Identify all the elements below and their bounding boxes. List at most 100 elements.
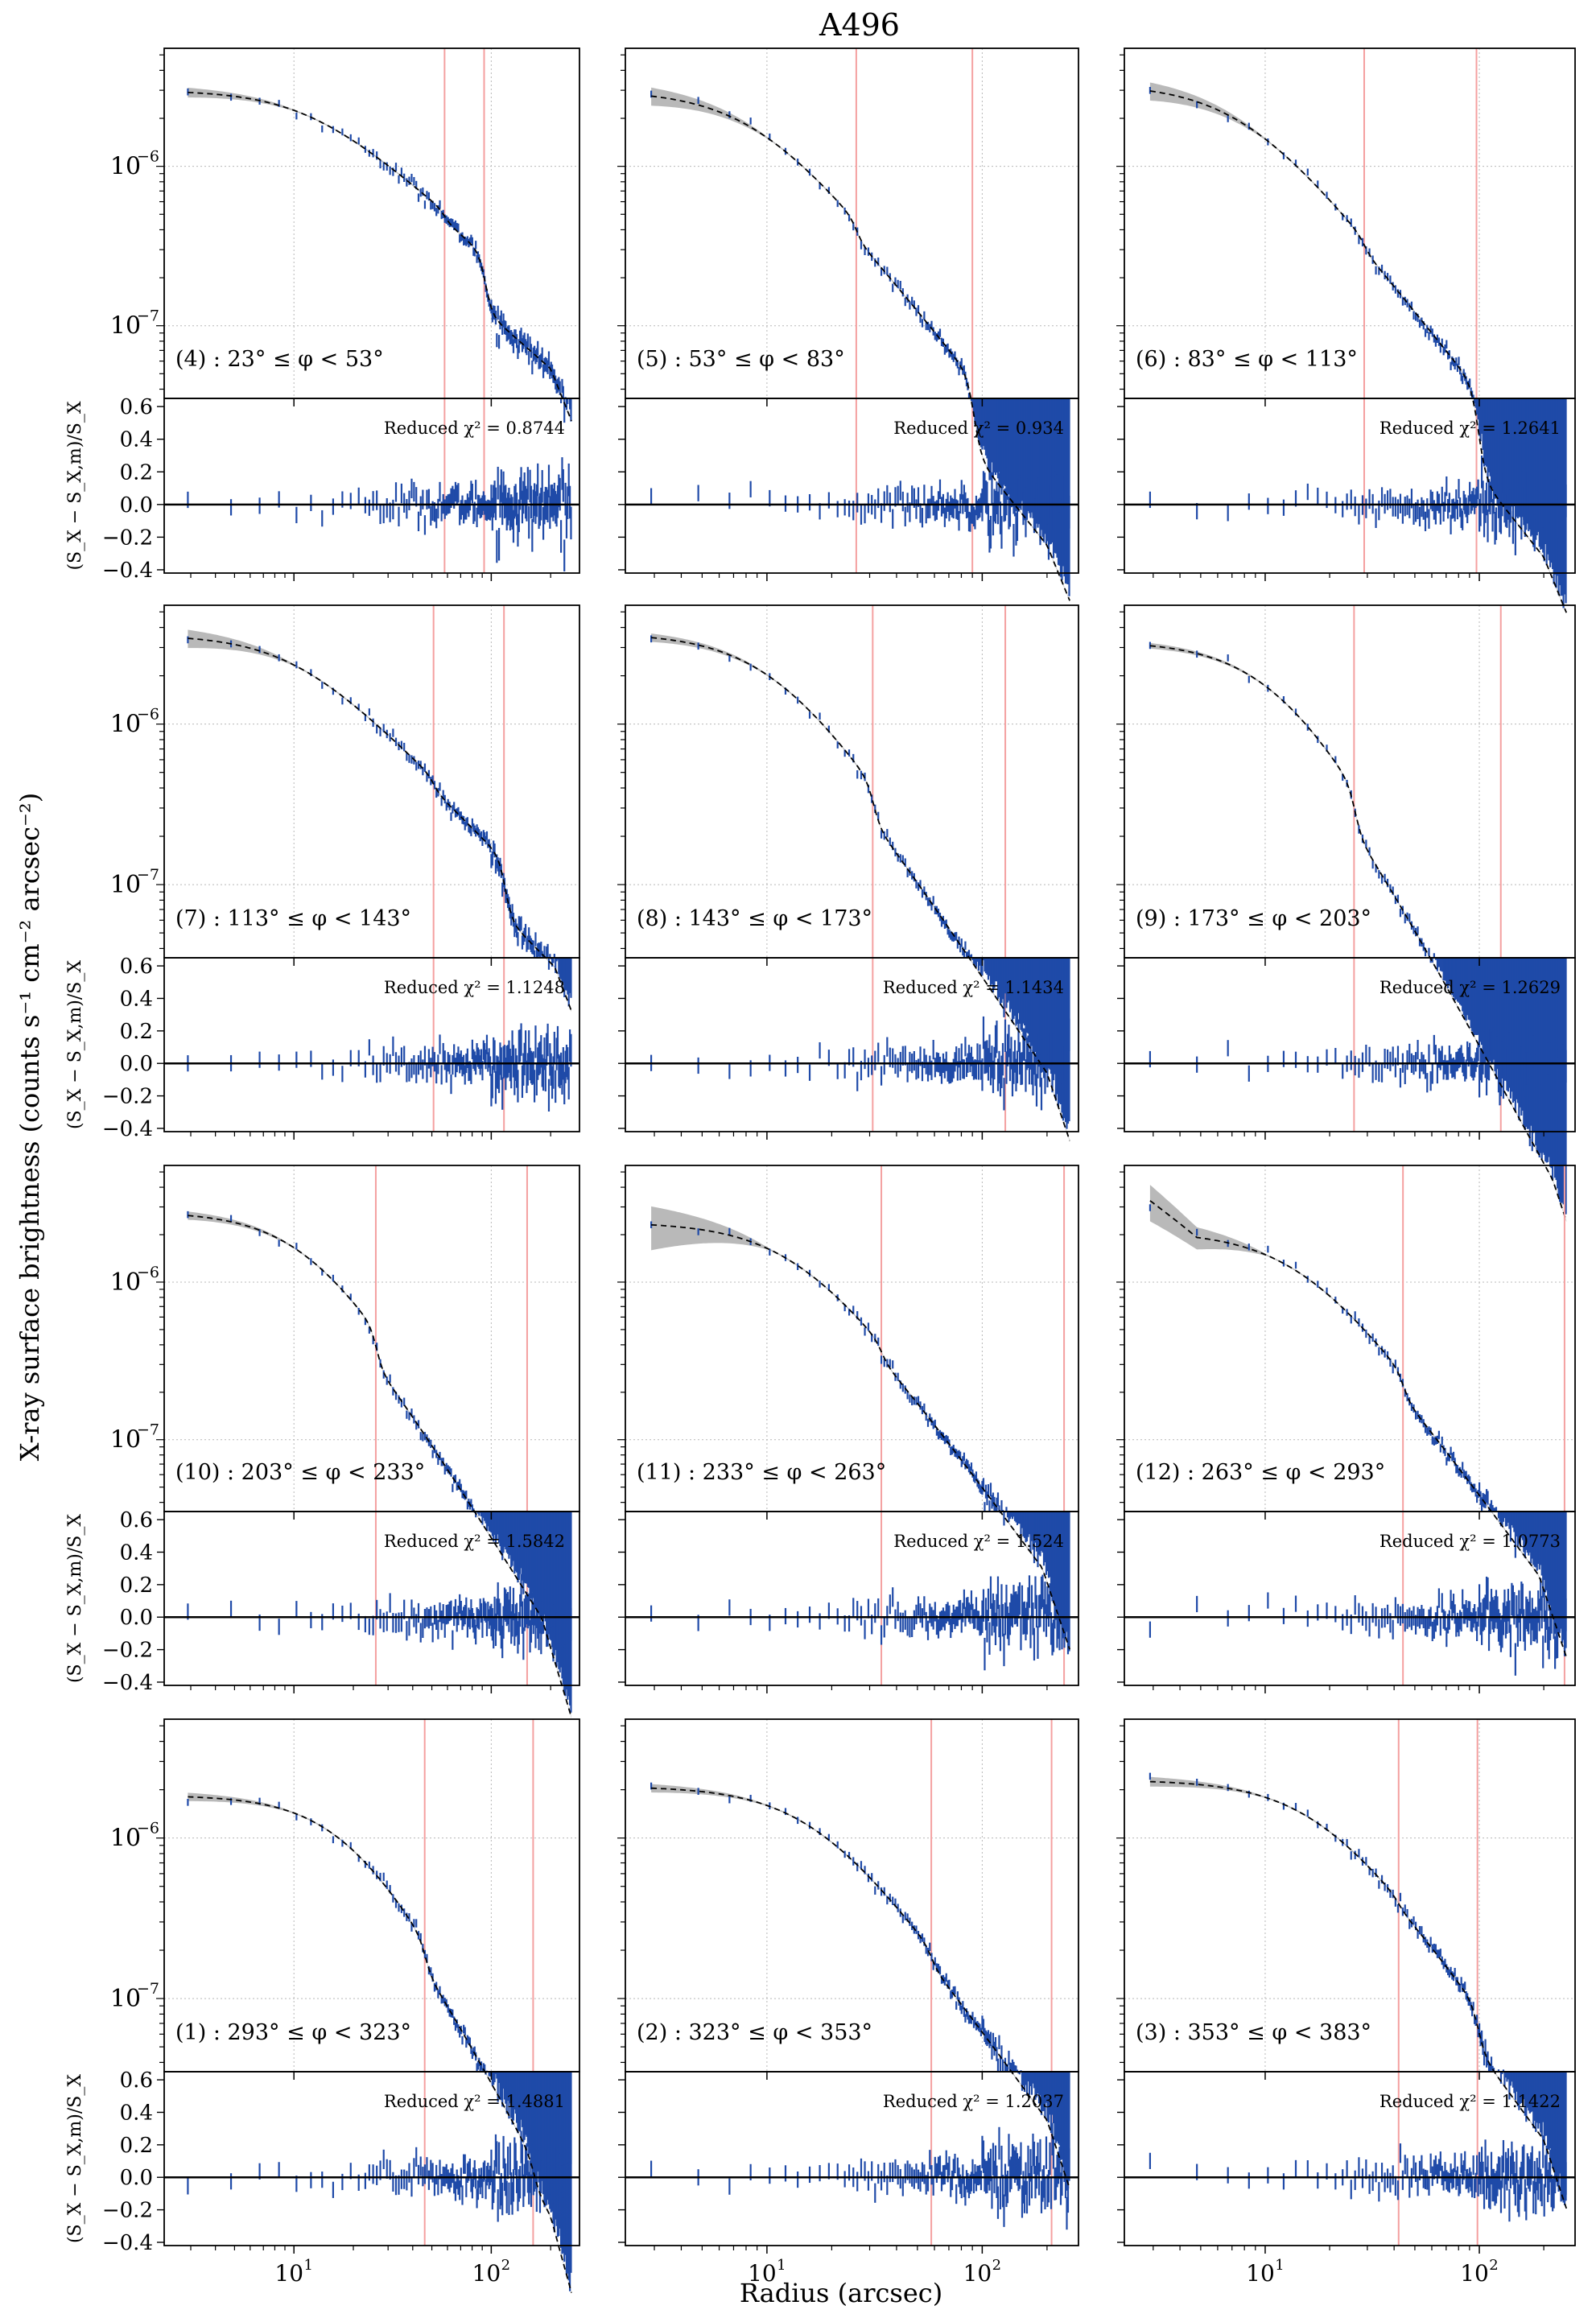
chart-panel: (12) : 263° ≤ φ < 293° Reduced χ² = 1.077… [1116, 1165, 1576, 1693]
y-tick-exponent: −7 [137, 307, 159, 325]
reduced-chi2-label: Reduced χ² = 1.0773 [1379, 1532, 1561, 1551]
panel-label: (10) : 203° ≤ φ < 233° [175, 1460, 425, 1485]
chart-panel: (9) : 173° ≤ φ < 203° Reduced χ² = 1.2629 [1116, 604, 1576, 1223]
panel-label: (9) : 173° ≤ φ < 203° [1136, 906, 1371, 931]
model-uncertainty-band [1149, 1185, 1567, 1658]
resid-y-tick-label: 0.4 [120, 987, 153, 1011]
y-tick-label: 10 [110, 711, 141, 739]
chart-panel: 10−610−7−0.4−0.20.00.20.40.6(S_X − S_X,m… [65, 604, 580, 1141]
reduced-chi2-label: Reduced χ² = 1.1422 [1379, 2092, 1561, 2111]
y-tick-label: 10 [110, 1985, 141, 2013]
resid-y-axis-label: (S_X − S_X,m)/S_X [65, 960, 85, 1129]
resid-y-tick-label: 0.0 [120, 1052, 153, 1076]
model-line [1149, 90, 1568, 613]
residual-plot-frame [625, 957, 1079, 1132]
figure-title: A496 [819, 7, 900, 43]
model-uncertainty-band [651, 1784, 1070, 2190]
reduced-chi2-label: Reduced χ² = 1.2641 [1379, 419, 1561, 438]
resid-y-tick-label: −0.4 [102, 559, 153, 583]
chart-panel: 10−610−7−0.4−0.20.00.20.40.6(S_X − S_X,m… [65, 47, 580, 583]
x-tick-exponent: 2 [1489, 2257, 1498, 2274]
residual-plot-frame [625, 1511, 1079, 1686]
main-plot-frame [163, 604, 580, 959]
reduced-chi2-label: Reduced χ² = 1.1434 [883, 978, 1064, 997]
model-uncertainty-band [1149, 642, 1567, 1223]
resid-y-tick-label: 0.2 [120, 1574, 153, 1598]
panel-label: (11) : 233° ≤ φ < 263° [637, 1460, 886, 1485]
model-line [1149, 1200, 1568, 1658]
x-tick-exponent: 2 [992, 2257, 1001, 2274]
residual-plot-frame [1124, 2071, 1576, 2246]
model-line [188, 637, 572, 1012]
x-tick-exponent: 1 [303, 2257, 312, 2274]
model-line [650, 95, 1070, 601]
x-tick-label: 10 [748, 2260, 777, 2287]
chart-panel: (6) : 83° ≤ φ < 113° Reduced χ² = 1.2641 [1116, 47, 1576, 614]
chart-panel: 10 1 10 2(2) : 323° ≤ φ < 353°Reduced χ² = … [617, 1718, 1079, 2287]
panel-label: (5) : 53° ≤ φ < 83° [637, 347, 845, 372]
reduced-chi2-label: Reduced χ² = 1.5842 [384, 1532, 565, 1551]
resid-y-tick-label: −0.4 [102, 1117, 153, 1141]
resid-y-tick-label: 0.0 [120, 1606, 153, 1630]
panel-label: (1) : 293° ≤ φ < 323° [175, 2020, 411, 2045]
panel-label: (2) : 323° ≤ φ < 353° [637, 2020, 872, 2045]
resid-y-tick-label: 0.4 [120, 428, 153, 452]
panel-label: (7) : 113° ≤ φ < 143° [175, 906, 411, 931]
resid-y-tick-label: −0.2 [102, 1639, 153, 1663]
chart-panel: (8) : 143° ≤ φ < 173° Reduced χ² = 1.1434 [617, 604, 1079, 1142]
resid-y-tick-label: 0.4 [120, 1541, 153, 1565]
y-tick-exponent: −6 [137, 1264, 159, 1281]
model-line [651, 637, 1070, 1141]
y-tick-label: 10 [110, 871, 141, 899]
model-line [188, 1215, 572, 1718]
y-tick-exponent: −7 [137, 1421, 159, 1439]
reduced-chi2-label: Reduced χ² = 1.524 [893, 1532, 1064, 1551]
x-tick-exponent: 2 [501, 2257, 510, 2274]
x-tick-label: 10 [1460, 2260, 1489, 2287]
y-tick-exponent: −7 [137, 866, 159, 884]
model-line [1149, 1780, 1568, 2209]
chart-panel: (11) : 233° ≤ φ < 263° Reduced χ² = 1.524 [617, 1165, 1079, 1693]
model-line [188, 91, 572, 422]
panel-grid: 10−610−7−0.4−0.20.00.20.40.6(S_X − S_X,m… [65, 47, 1576, 2294]
resid-y-axis-label: (S_X − S_X,m)/S_X [65, 401, 85, 570]
resid-y-tick-label: 0.6 [120, 395, 153, 419]
reduced-chi2-label: Reduced χ² = 0.8744 [384, 419, 565, 438]
y-tick-exponent: −6 [137, 148, 159, 166]
residual-plot-frame [163, 2071, 580, 2246]
y-tick-label: 10 [110, 1825, 141, 1853]
y-tick-label: 10 [110, 1268, 141, 1297]
y-tick-label: 10 [110, 1426, 141, 1454]
residual-plot-frame [1124, 1511, 1576, 1686]
residual-plot-frame [625, 2071, 1079, 2246]
x-tick-label: 10 [1246, 2260, 1275, 2287]
model-line [188, 1796, 572, 2293]
resid-y-tick-label: 0.2 [120, 460, 153, 485]
x-tick-exponent: 1 [1275, 2257, 1284, 2274]
model-uncertainty-band [651, 1206, 1070, 1651]
main-plot-frame [1124, 1718, 1576, 2073]
chart-panel: 10−610−7−0.4−0.20.00.20.40.6(S_X − S_X,m… [65, 1165, 580, 1718]
y-axis-label: X-ray surface brightness (counts s⁻¹ cm⁻… [14, 793, 45, 1461]
residual-plot-frame [1124, 398, 1576, 574]
resid-y-tick-label: −0.2 [102, 2199, 153, 2223]
y-tick-exponent: −7 [137, 1980, 159, 1998]
reduced-chi2-label: Reduced χ² = 1.1248 [384, 978, 565, 997]
y-tick-label: 10 [110, 153, 141, 181]
reduced-chi2-label: Reduced χ² = 1.4881 [384, 2092, 565, 2111]
reduced-chi2-label: Reduced χ² = 0.934 [893, 419, 1064, 438]
chart-panel: 10 1 10 210−610−7−0.4−0.20.00.20.40.6(S_X −… [65, 1718, 580, 2294]
resid-y-tick-label: −0.2 [102, 526, 153, 550]
resid-y-tick-label: 0.0 [120, 493, 153, 518]
resid-y-tick-label: 0.6 [120, 2068, 153, 2093]
resid-y-tick-label: −0.4 [102, 2231, 153, 2255]
model-line [651, 1787, 1070, 2189]
main-plot-frame [1124, 604, 1576, 959]
resid-y-tick-label: −0.4 [102, 1671, 153, 1695]
resid-y-tick-label: −0.2 [102, 1085, 153, 1109]
resid-y-axis-label: (S_X − S_X,m)/S_X [65, 1514, 85, 1683]
residual-plot-frame [163, 398, 580, 574]
model-line [1149, 645, 1568, 1222]
residual-plot-frame [163, 957, 580, 1132]
